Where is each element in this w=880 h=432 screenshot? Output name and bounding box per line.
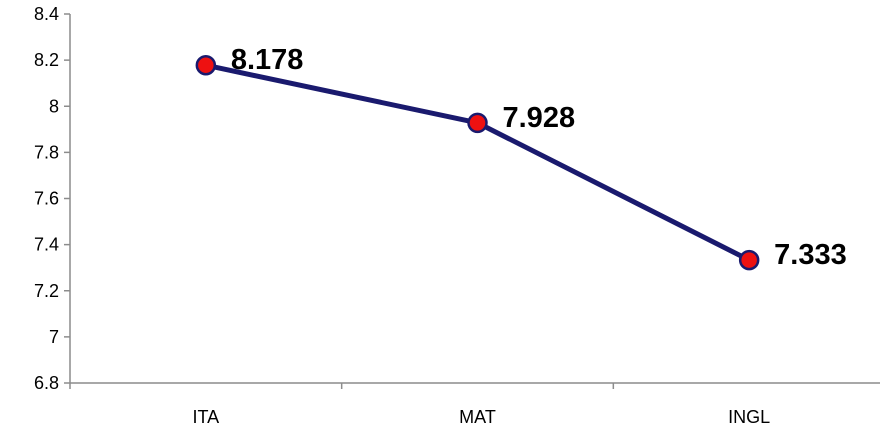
data-labels: 8.178 7.928 7.333 [231, 44, 847, 271]
data-label: 7.928 [503, 102, 576, 134]
series-plot [195, 54, 760, 271]
y-tick-label: 8.4 [34, 4, 59, 24]
y-tick-label: 7.4 [34, 235, 59, 255]
y-tick-label: 7.8 [34, 142, 59, 162]
x-tick-label: ITA [192, 407, 219, 427]
y-tick-label: 6.8 [34, 373, 59, 393]
y-tick-label: 8.2 [34, 50, 59, 70]
series-line [203, 62, 752, 263]
y-axis: 6.8 7 7.2 7.4 7.6 7.8 8 8.2 8.4 [34, 4, 71, 393]
data-point [195, 54, 217, 76]
y-tick-label: 7 [49, 327, 59, 347]
x-tick-label: MAT [459, 407, 496, 427]
y-tick-label: 7.6 [34, 189, 59, 209]
data-point [738, 249, 760, 271]
y-tick-label: 7.2 [34, 281, 59, 301]
x-axis: ITA MAT INGL [69, 382, 880, 427]
data-point [467, 112, 488, 134]
data-label: 7.333 [774, 239, 847, 271]
x-tick-label: INGL [728, 407, 770, 427]
y-tick-label: 8 [49, 96, 59, 116]
data-label: 8.178 [231, 44, 304, 76]
